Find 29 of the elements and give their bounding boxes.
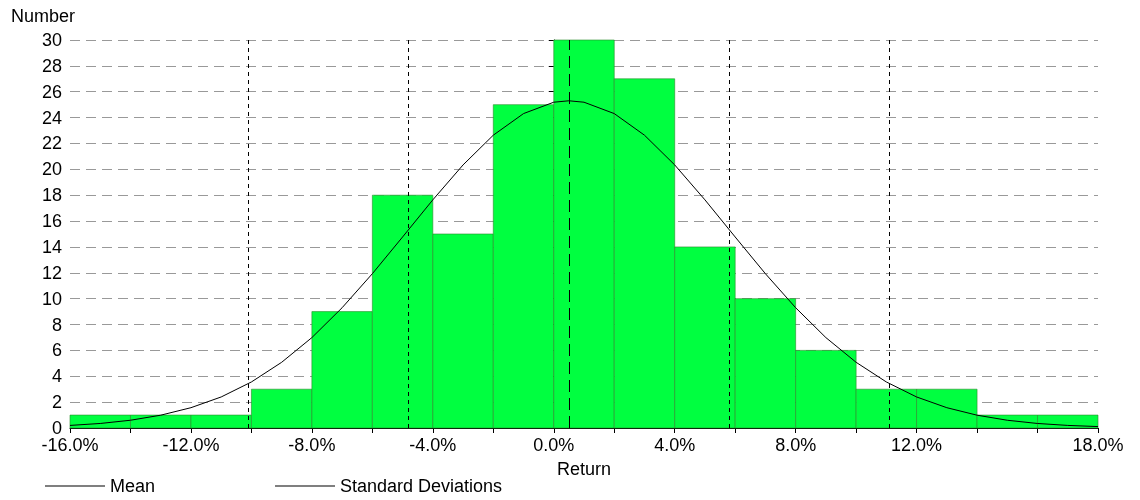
y-tick-label: 14 <box>41 236 62 257</box>
y-axis-title: Number <box>11 6 76 26</box>
y-tick-label: 30 <box>41 30 62 50</box>
y-tick-label: 8 <box>51 314 62 335</box>
x-tick-label: 12.0% <box>891 435 943 455</box>
x-tick-label: -4.0% <box>409 435 457 455</box>
y-tick-label: 6 <box>51 340 62 361</box>
y-tick-label: 20 <box>41 159 62 180</box>
x-axis-title: Return <box>556 459 612 479</box>
y-tick-label: 10 <box>41 288 62 309</box>
legend-label: Mean <box>110 476 156 496</box>
y-tick-label: 0 <box>51 418 62 438</box>
y-tick-label: 22 <box>41 133 62 154</box>
x-tick-label: -12.0% <box>162 435 220 455</box>
y-tick-label: 28 <box>41 55 62 76</box>
y-tick-label: 18 <box>41 185 62 206</box>
legend-label: Standard Deviations <box>340 476 503 496</box>
x-tick-label: 18.0% <box>1072 435 1124 455</box>
x-tick-label: 8.0% <box>775 435 817 455</box>
y-tick-label: 4 <box>51 366 62 387</box>
y-tick-label: 26 <box>41 81 62 102</box>
x-tick-label: -16.0% <box>41 435 99 455</box>
y-tick-label: 12 <box>41 262 62 283</box>
x-tick-label: 0.0% <box>533 435 575 455</box>
x-tick-label: -8.0% <box>288 435 336 455</box>
x-tick-label: 4.0% <box>654 435 696 455</box>
y-tick-label: 16 <box>41 211 62 232</box>
y-tick-label: 2 <box>51 392 62 413</box>
y-tick-label: 24 <box>41 107 62 128</box>
